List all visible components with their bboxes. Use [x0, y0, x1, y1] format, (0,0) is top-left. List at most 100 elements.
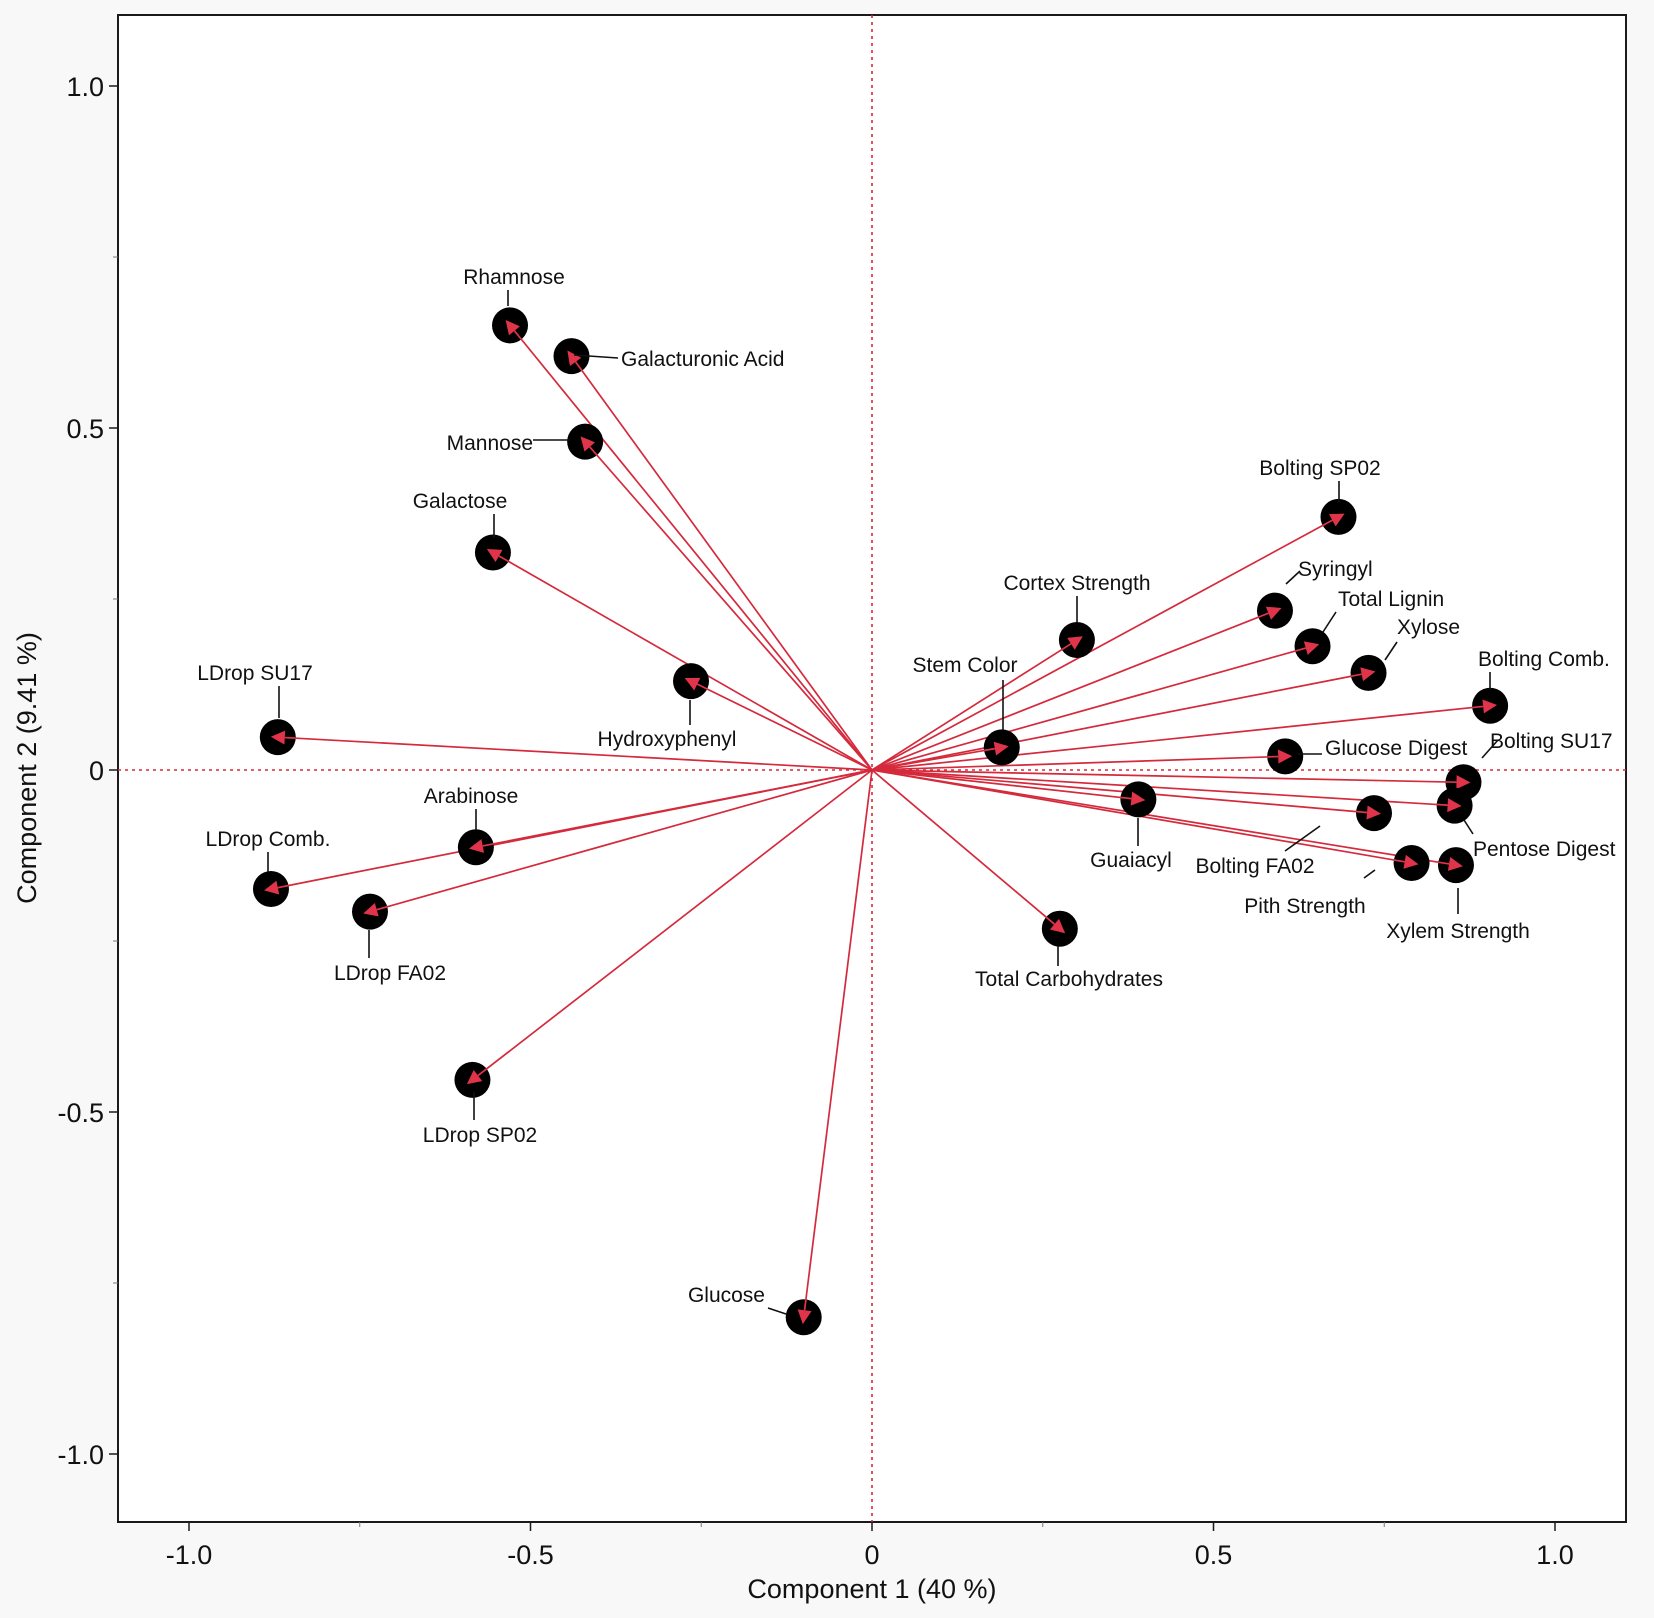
arrowhead [1366, 805, 1381, 820]
arrowhead [1303, 641, 1320, 655]
arrow-shaft-inner [1061, 643, 1072, 651]
arrow-shaft-inner [477, 1068, 488, 1077]
variable-label: Bolting SU17 [1490, 730, 1613, 753]
arrowhead [466, 1070, 483, 1085]
arrowhead [1067, 636, 1083, 650]
arrowhead [993, 741, 1009, 756]
arrow-shaft-inner [1045, 916, 1056, 925]
arrowhead [505, 319, 520, 336]
arrow-shaft-inner [803, 1299, 807, 1311]
y-tick-label: 0.5 [66, 414, 104, 444]
arrow-shaft-inner [1436, 803, 1448, 806]
arrow-shaft-inner [513, 330, 523, 340]
arrowhead [264, 880, 280, 895]
variable-label: Galactose [413, 490, 508, 513]
x-axis-title: Component 1 (40 %) [747, 1574, 996, 1604]
variable-label: Syringyl [1298, 558, 1373, 581]
arrow-shaft-inner [1350, 673, 1362, 678]
y-axis-title: Component 2 (9.41 %) [12, 632, 42, 904]
variable-label: LDrop SP02 [423, 1124, 537, 1147]
x-tick-label: -0.5 [507, 1540, 554, 1570]
arrow-shaft-inner [1438, 861, 1450, 865]
arrow-shaft-inner [482, 843, 494, 847]
loading-arrow [871, 639, 1078, 771]
variable-label: Total Carbohydrates [975, 968, 1163, 991]
loading-arrow [871, 672, 1369, 771]
x-tick-label: -1.0 [166, 1540, 213, 1570]
loading-arrow [871, 769, 1061, 930]
variable-label: LDrop SU17 [197, 662, 313, 685]
loading-arrow [570, 355, 873, 771]
label-leader [1384, 641, 1398, 661]
arrowhead [567, 350, 582, 366]
arrow-shaft-inner [1472, 705, 1484, 709]
y-tick-label: -1.0 [57, 1440, 104, 1470]
arrowhead [1130, 791, 1146, 806]
loading-arrow [871, 769, 1457, 866]
variable-label: Guaiacyl [1090, 849, 1172, 872]
arrowhead [486, 549, 503, 563]
variable-label: Arabinose [424, 785, 519, 808]
label-leader [1285, 570, 1301, 585]
y-tick-label: -0.5 [57, 1098, 104, 1128]
label-leader [573, 354, 619, 359]
arrowhead [1456, 775, 1471, 790]
x-tick-label: 0.5 [1195, 1540, 1233, 1570]
variable-label: LDrop FA02 [334, 962, 446, 985]
loading-arrow [871, 609, 1276, 771]
variable-label: Mannose [447, 432, 533, 455]
arrow-shaft-inner [1257, 612, 1269, 619]
variable-label: Bolting SP02 [1259, 457, 1380, 480]
loading-arrow [871, 769, 1455, 807]
variable-label: Glucose [688, 1284, 765, 1307]
loading-arrow [270, 769, 873, 890]
arrowhead [1277, 749, 1293, 764]
label-leader [1363, 869, 1376, 879]
label-leader [1284, 825, 1321, 852]
arrow-shaft-inner [696, 683, 708, 690]
reference-lines [118, 15, 1626, 1522]
variable-label: Pith Strength [1244, 895, 1365, 918]
loading-arrow [871, 516, 1339, 771]
loading-arrow [369, 769, 873, 913]
variable-labels: Rhamnose Galacturonic Acid Mannose Galactos… [197, 266, 1616, 1315]
label-leader [1463, 819, 1474, 835]
variable-label: Galacturonic Acid [621, 348, 784, 371]
variable-label: Bolting Comb. [1478, 648, 1610, 671]
variable-label: Pentose Digest [1473, 838, 1616, 861]
loading-arrow [584, 441, 873, 771]
x-tick-label: 1.0 [1536, 1540, 1574, 1570]
loading-arrow [690, 680, 873, 771]
arrow-shaft-inner [284, 736, 296, 740]
arrowhead [1447, 857, 1463, 871]
variable-label: Stem Color [912, 654, 1017, 677]
label-leader [767, 1307, 787, 1315]
y-tick-label: 0 [89, 756, 104, 786]
variable-label: Glucose Digest [1325, 737, 1468, 760]
arrowhead [1328, 513, 1345, 527]
variable-label: Total Lignin [1338, 588, 1444, 611]
arrowhead [1482, 699, 1498, 714]
variable-label: LDrop Comb. [206, 828, 331, 851]
arrow-shaft-inner [1355, 810, 1368, 814]
loading-arrow [509, 324, 873, 771]
arrowhead [684, 677, 701, 691]
arrowhead [1360, 667, 1376, 682]
y-tick-label: 1.0 [66, 72, 104, 102]
arrow-shaft-inner [1120, 796, 1132, 800]
variable-label: Rhamnose [463, 266, 565, 289]
arrowhead [1265, 606, 1282, 620]
arrowhead [1447, 798, 1462, 813]
loading-arrow [871, 704, 1491, 771]
arrow-shaft-inner [1294, 647, 1307, 652]
variable-label: Hydroxyphenyl [598, 728, 737, 751]
loading-arrow [871, 769, 1139, 801]
label-leader [1322, 611, 1337, 633]
arrow-shaft-inner [277, 884, 289, 889]
arrow-shaft-inner [1393, 859, 1405, 863]
arrowhead [1403, 854, 1419, 869]
variable-label: Xylem Strength [1386, 920, 1530, 943]
arrow-shaft-inner [983, 747, 996, 752]
loading-arrow [871, 645, 1313, 771]
